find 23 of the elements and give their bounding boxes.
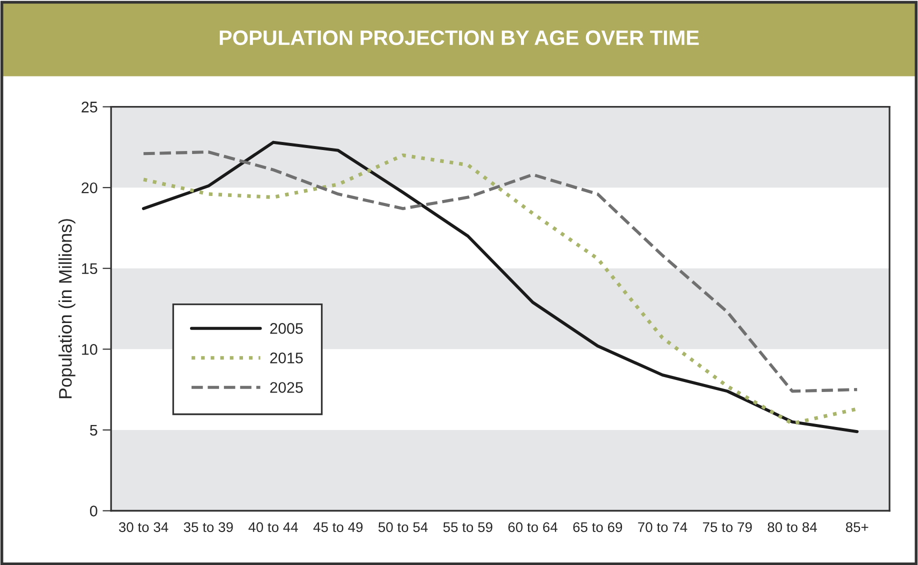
x-tick-label: 85+: [846, 522, 868, 532]
x-tick-label: 45 to 49: [313, 522, 363, 532]
legend-label: 2025: [270, 382, 303, 393]
legend-label: 2005: [270, 323, 303, 334]
x-tick-label: 50 to 54: [378, 522, 428, 532]
x-tick-label: 80 to 84: [768, 522, 817, 532]
y-tick-label: 15: [82, 263, 98, 274]
legend-label: 2015: [270, 352, 303, 364]
y-axis-title: Population (in Millions): [58, 219, 76, 398]
y-tick-label: 20: [82, 182, 98, 194]
x-tick-label: 55 to 59: [443, 522, 492, 532]
y-tick-label: 10: [82, 344, 98, 355]
x-tick-label: 75 to 79: [702, 522, 752, 532]
y-tick-label: 25: [82, 102, 98, 112]
x-tick-label: 35 to 39: [184, 522, 233, 532]
x-tick-label: 30 to 34: [118, 522, 168, 532]
y-tick-label: 5: [90, 424, 98, 436]
x-tick-label: 70 to 74: [638, 522, 688, 532]
y-tick-label: 0: [90, 506, 98, 516]
chart-title: POPULATION PROJECTION BY AGE OVER TIME: [220, 30, 699, 46]
x-tick-label: 40 to 44: [248, 522, 298, 532]
x-tick-label: 60 to 64: [508, 522, 558, 532]
x-tick-label: 65 to 69: [573, 522, 622, 532]
